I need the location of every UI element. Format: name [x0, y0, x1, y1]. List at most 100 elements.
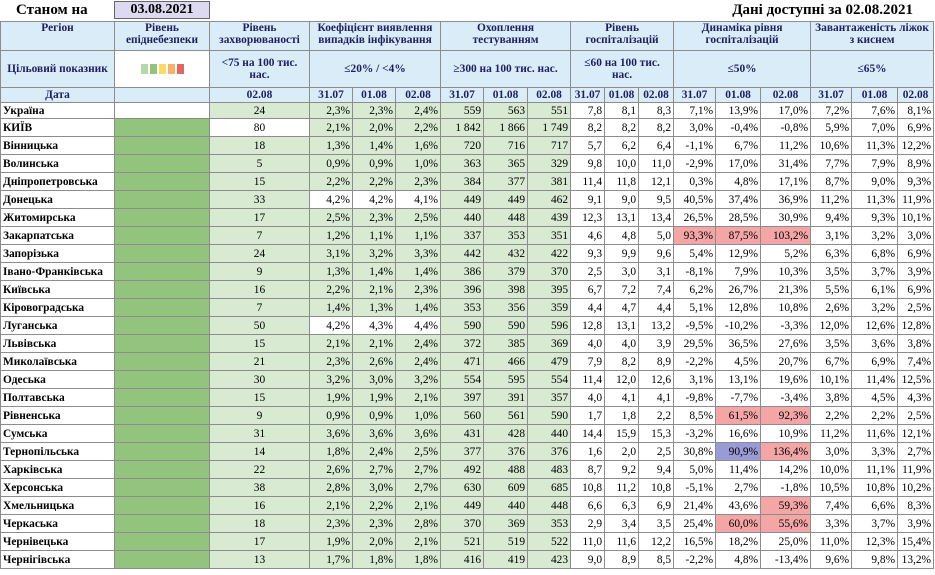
testing-cell: 448 — [527, 496, 572, 515]
hosp-cell: 9,1 — [570, 190, 606, 209]
testing-cell: 521 — [440, 532, 485, 551]
epid-level-cell — [114, 136, 210, 155]
hosp-cell: 9,0 — [604, 190, 640, 209]
incidence-cell: 13 — [209, 550, 310, 569]
testing-cell: 561 — [483, 406, 529, 425]
oxygen-cell: 2,5% — [897, 406, 935, 425]
detection-cell: 2,1% — [394, 532, 442, 551]
testing-cell: 595 — [483, 370, 529, 389]
dyn-cell: 17,0% — [715, 154, 762, 173]
hosp-cell: 1,7 — [570, 406, 606, 425]
detection-cell: 1,4% — [352, 136, 396, 155]
testing-cell: 519 — [483, 532, 529, 551]
hosp-cell: 15,3 — [638, 424, 675, 443]
detection-cell: 3,6% — [394, 424, 442, 443]
oxygen-cell: 3,5% — [810, 334, 853, 353]
region-name: Миколаївська — [0, 352, 115, 371]
dyn-cell: 43,6% — [715, 496, 762, 515]
testing-cell: 554 — [527, 370, 572, 389]
testing-cell: 440 — [440, 208, 485, 227]
incidence-cell: 24 — [209, 102, 310, 119]
dyn-cell: 6,2% — [673, 280, 717, 299]
dyn-cell: -2,9% — [673, 154, 717, 173]
detection-cell: 2,1% — [394, 388, 442, 407]
detection-cell: 4,1% — [394, 190, 442, 209]
detection-cell: 2,1% — [309, 118, 353, 137]
incidence-cell: 17 — [209, 208, 310, 227]
detection-cell: 0,9% — [352, 406, 396, 425]
hosp-cell: 8,7 — [570, 460, 606, 479]
testing-cell: 369 — [483, 514, 529, 533]
hosp-cell: 9,2 — [604, 460, 640, 479]
incidence-cell: 17 — [209, 532, 310, 551]
date-header: 02.08 — [638, 87, 675, 103]
region-name: Херсонська — [0, 478, 115, 497]
date-header: 31.07 — [309, 87, 353, 103]
detection-cell: 4,2% — [309, 316, 353, 335]
hosp-cell: 8,1 — [604, 102, 640, 119]
detection-cell: 2,2% — [352, 172, 396, 191]
hosp-cell: 8,2 — [604, 352, 640, 371]
oxygen-cell: 4,5% — [851, 388, 899, 407]
table-row: Харківська 22 2,6% 2,7% 2,7% 492 488 483 8,7 9,2 9… — [0, 460, 935, 479]
oxygen-cell: 9,4% — [810, 208, 853, 227]
oxygen-target: ≤65% — [810, 50, 935, 88]
hosp-cell: 8,3 — [638, 102, 675, 119]
testing-cell: 379 — [483, 262, 529, 281]
oxygen-cell: 12,8% — [897, 316, 935, 335]
testing-cell: 353 — [527, 514, 572, 533]
date-header: 31.07 — [810, 87, 853, 103]
swatch-0 — [140, 64, 148, 75]
region-name: Тернопільська — [0, 442, 115, 461]
dyn-cell: 20,7% — [760, 352, 812, 371]
detection-cell: 1,3% — [309, 262, 353, 281]
oxygen-cell: 7,2% — [810, 102, 853, 119]
dyn-cell: 4,5% — [715, 352, 762, 371]
oxygen-cell: 2,7% — [897, 442, 935, 461]
hosp-cell: 6,9 — [638, 496, 675, 515]
incidence-cell: 9 — [209, 406, 310, 425]
hosp-cell: 4,0 — [604, 334, 640, 353]
detection-cell: 1,4% — [309, 298, 353, 317]
region-name: Вінницька — [0, 136, 115, 155]
detection-cell: 2,7% — [394, 478, 442, 497]
incidence-cell: 18 — [209, 514, 310, 533]
oxygen-cell: 11,9% — [897, 190, 935, 209]
dyn-cell: 92,3% — [760, 406, 812, 425]
detection-cell: 2,2% — [309, 172, 353, 191]
detection-cell: 2,3% — [309, 102, 353, 119]
hosp-cell: 13,1 — [604, 316, 640, 335]
detection-cell: 2,4% — [394, 352, 442, 371]
hosp-cell: 4,1 — [604, 388, 640, 407]
testing-cell: 395 — [527, 280, 572, 299]
testing-cell: 377 — [483, 172, 529, 191]
dyn-cell: 17,0% — [760, 102, 812, 119]
table-row: Закарпатська 7 1,2% 1,1% 1,1% 337 353 351 4,6 4,8… — [0, 226, 935, 245]
oxygen-cell: 10,1% — [897, 208, 935, 227]
hosp-cell: 9,9 — [604, 244, 640, 263]
date-header: 01.08 — [352, 87, 396, 103]
oxygen-cell: 11,1% — [851, 460, 899, 479]
testing-cell: 522 — [527, 532, 572, 551]
testing-cell: 551 — [527, 102, 572, 119]
region-name: Черкаська — [0, 514, 115, 533]
epid-level-cell — [114, 352, 210, 371]
oxygen-cell: 3,0% — [897, 226, 935, 245]
detection-cell: 3,0% — [352, 370, 396, 389]
hosp-cell: 5,7 — [570, 136, 606, 155]
detection-cell: 1,3% — [309, 136, 353, 155]
table-row: Сумська 31 3,6% 3,6% 3,6% 431 428 440 14,4 15,9 15… — [0, 424, 935, 443]
detection-cell: 0,9% — [309, 154, 353, 173]
hosp-cell: 10,8 — [638, 478, 675, 497]
dyn-cell: 4,8% — [715, 550, 762, 569]
detection-target: ≤20% / <4% — [308, 50, 442, 88]
detection-cell: 3,6% — [309, 424, 353, 443]
incidence-cell: 33 — [209, 190, 310, 209]
testing-cell: 590 — [440, 316, 485, 335]
incidence-cell: 24 — [209, 244, 310, 263]
table-row: Миколаївська 21 2,3% 2,6% 2,4% 471 466 479 7,9 8,… — [0, 352, 935, 371]
hosp-cell: 4,0 — [570, 388, 606, 407]
detection-cell: 2,8% — [394, 514, 442, 533]
dyn-cell: -1,8% — [760, 478, 812, 497]
incidence-cell: 22 — [209, 460, 310, 479]
